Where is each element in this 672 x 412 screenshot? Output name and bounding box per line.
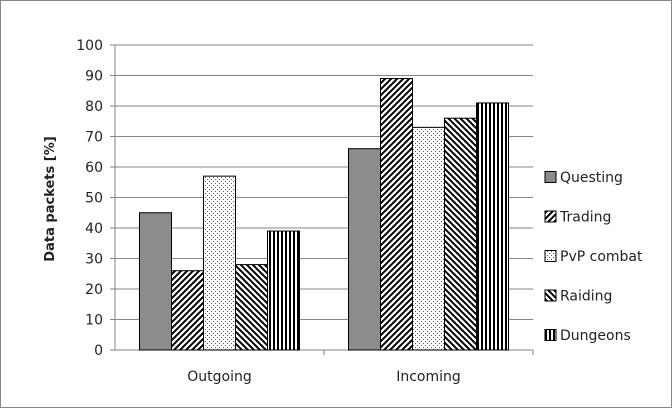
y-tick-label: 20	[85, 282, 103, 298]
y-tick-label: 100	[76, 38, 103, 54]
legend-swatch	[544, 329, 557, 341]
bar-raiding-incoming	[444, 117, 477, 351]
y-tick-label: 10	[85, 313, 103, 329]
legend-label: Trading	[559, 210, 611, 226]
legend-swatch	[544, 289, 557, 302]
legend-label: PvP combat	[560, 249, 643, 265]
y-tick-label: 0	[94, 343, 103, 359]
legend-swatch	[544, 250, 557, 262]
bar-dungeons-outgoing	[267, 230, 300, 351]
y-tick-label: 40	[85, 221, 103, 237]
legend-label: Dungeons	[560, 328, 631, 344]
bars	[139, 78, 509, 351]
y-tick-label: 80	[85, 99, 103, 115]
bar-pvp-combat-outgoing	[203, 175, 236, 351]
y-tick-label: 60	[85, 160, 103, 176]
bar-raiding-outgoing	[235, 264, 268, 351]
y-tick-label: 70	[85, 130, 103, 146]
bar-pvp-combat-incoming	[412, 126, 445, 351]
x-tick-label: Incoming	[396, 369, 461, 385]
y-tick-label: 90	[85, 69, 103, 85]
y-tick-label: 30	[85, 252, 103, 268]
legend-label: Questing	[560, 170, 623, 186]
legend-swatch	[544, 171, 557, 183]
bar-trading-outgoing	[171, 270, 204, 351]
legend-swatch	[544, 210, 557, 223]
bar-questing-outgoing	[139, 212, 172, 351]
bar-trading-incoming	[380, 78, 413, 351]
legend: Questing Trading PvP combat Raiding Dungeons	[544, 170, 643, 344]
bar-dungeons-incoming	[476, 102, 509, 351]
x-tick-label: Outgoing	[187, 369, 251, 385]
bar-questing-incoming	[348, 148, 381, 351]
legend-label: Raiding	[560, 289, 612, 305]
y-tick-label: 50	[85, 191, 103, 207]
axis-labels: Data packets [%] 0 10 20 30 40 50 60 70 80 90 100 O…	[43, 38, 461, 385]
y-axis-title: Data packets [%]	[43, 136, 58, 261]
